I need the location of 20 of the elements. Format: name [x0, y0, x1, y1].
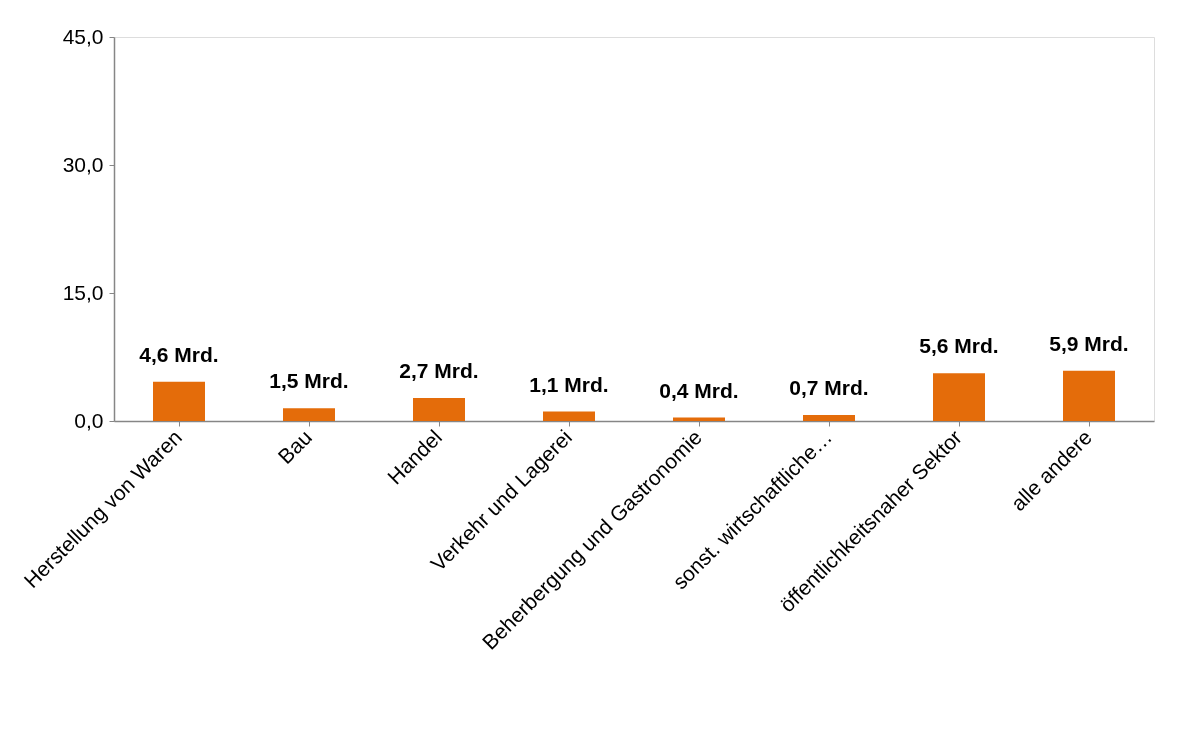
data-label: 0,7 Mrd. — [789, 376, 869, 400]
data-label: 0,4 Mrd. — [659, 378, 739, 402]
bar — [933, 373, 985, 421]
bar — [153, 381, 205, 421]
data-label: 4,6 Mrd. — [139, 342, 219, 366]
bar — [413, 397, 465, 421]
data-label: 5,6 Mrd. — [919, 334, 999, 358]
bar — [543, 411, 595, 421]
y-tick-label: 15,0 — [62, 280, 104, 304]
data-label: 1,1 Mrd. — [529, 372, 609, 396]
y-tick-label: 30,0 — [62, 152, 104, 176]
data-label: 1,5 Mrd. — [269, 369, 349, 393]
bar — [283, 408, 335, 421]
x-tick-label: Bau — [273, 425, 317, 468]
bar — [803, 415, 855, 421]
y-tick-label: 0,0 — [74, 408, 104, 432]
data-label: 2,7 Mrd. — [399, 358, 479, 382]
y-tick-label: 45,0 — [62, 24, 104, 48]
bar — [1063, 370, 1115, 421]
data-label: 5,9 Mrd. — [1049, 331, 1129, 355]
